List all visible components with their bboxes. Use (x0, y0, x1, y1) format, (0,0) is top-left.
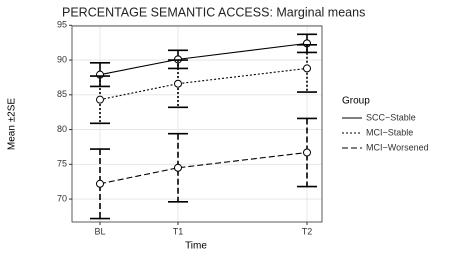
legend-label: MCI−Stable (366, 127, 413, 137)
error-bar (168, 59, 188, 109)
legend-label: SCC−Stable (366, 112, 416, 122)
x-axis-label: Time (185, 241, 207, 252)
y-tick-label: 85 (57, 89, 67, 99)
x-tick-label: BL (94, 226, 105, 236)
error-bar (90, 148, 110, 220)
point (303, 148, 311, 157)
y-axis-label: Mean ±2SE (7, 98, 18, 151)
plot-border (71, 25, 323, 223)
point (174, 79, 182, 88)
legend-label: MCI−Worsened (366, 142, 429, 152)
y-tick-label: 95 (57, 20, 67, 30)
point (303, 64, 311, 73)
chart-title: PERCENTAGE SEMANTIC ACCESS: Marginal mea… (62, 5, 365, 19)
y-tick-label: 90 (57, 54, 67, 64)
error-bar (297, 43, 317, 93)
y-tick-label: 75 (57, 159, 67, 169)
point (96, 179, 104, 188)
series-line (99, 151, 308, 185)
y-tick-label: 70 (57, 193, 67, 203)
point (174, 163, 182, 172)
error-bar (90, 75, 110, 125)
error-bar (297, 117, 317, 188)
x-tick-label: T1 (173, 226, 184, 236)
point (96, 95, 104, 104)
x-tick-label: T2 (302, 226, 313, 236)
legend-title: Group (342, 96, 370, 107)
y-tick-label: 80 (57, 124, 67, 134)
error-bar (168, 132, 188, 203)
